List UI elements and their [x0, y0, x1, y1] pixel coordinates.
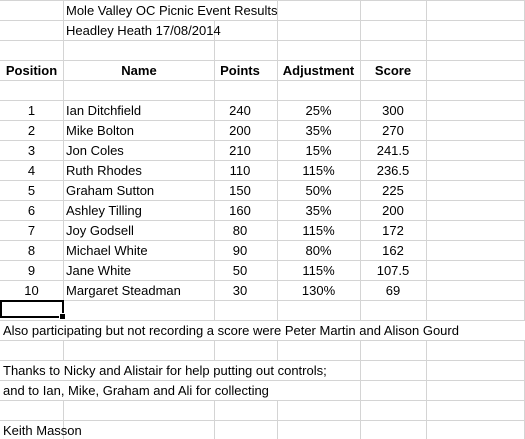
cell-name[interactable]: Michael White: [66, 243, 148, 258]
row-gridline: [0, 260, 525, 261]
row-gridline: [0, 420, 525, 421]
cell-score[interactable]: 200: [382, 203, 404, 218]
cell-position[interactable]: 9: [27, 263, 36, 278]
cell-points[interactable]: 30: [232, 283, 248, 298]
cell-position[interactable]: 2: [27, 123, 36, 138]
cell-position[interactable]: 1: [27, 103, 36, 118]
header-points[interactable]: Points: [220, 63, 260, 78]
cell-points[interactable]: 150: [229, 183, 251, 198]
column-gridline: [63, 0, 64, 439]
title-bg: [64, 1, 276, 20]
column-gridline: [360, 0, 361, 439]
row-gridline: [0, 300, 525, 301]
cell-position[interactable]: 5: [27, 183, 36, 198]
cell-adjustment[interactable]: 25%: [305, 103, 332, 118]
cell-score[interactable]: 162: [382, 243, 404, 258]
cell-points[interactable]: 210: [229, 143, 251, 158]
note-bg: [0, 321, 525, 340]
row-gridline: [0, 200, 525, 201]
column-gridline: [277, 0, 278, 439]
cell-score[interactable]: 270: [382, 123, 404, 138]
cell-adjustment[interactable]: 15%: [305, 143, 332, 158]
row-gridline: [0, 100, 525, 101]
thanks1-bg: [0, 361, 360, 380]
cell-position[interactable]: 10: [24, 283, 39, 298]
cell-score[interactable]: 300: [382, 103, 404, 118]
header-adjustment[interactable]: Adjustment: [282, 63, 355, 78]
row-gridline: [0, 160, 525, 161]
cell-points[interactable]: 160: [229, 203, 251, 218]
row-gridline: [0, 80, 525, 81]
cell-name[interactable]: Ian Ditchfield: [66, 103, 142, 118]
row-gridline: [0, 220, 525, 221]
row-gridline: [0, 180, 525, 181]
cell-position[interactable]: 6: [27, 203, 36, 218]
cell-score[interactable]: 69: [385, 283, 401, 298]
cell-adjustment[interactable]: 115%: [302, 163, 335, 178]
row-gridline: [0, 280, 525, 281]
cell-position[interactable]: 4: [27, 163, 36, 178]
event-subtitle[interactable]: Headley Heath 17/08/2014: [66, 23, 221, 38]
cell-score[interactable]: 172: [382, 223, 404, 238]
subtitle-bg: [64, 21, 214, 40]
cell-adjustment[interactable]: 35%: [305, 123, 332, 138]
cell-points[interactable]: 50: [232, 263, 248, 278]
row-gridline: [0, 360, 525, 361]
cell-adjustment[interactable]: 115%: [302, 263, 335, 278]
cell-position[interactable]: 8: [27, 243, 36, 258]
cell-score[interactable]: 225: [382, 183, 404, 198]
cell-name[interactable]: Ruth Rhodes: [66, 163, 142, 178]
row-gridline: [0, 400, 525, 401]
row-gridline: [0, 380, 525, 381]
cell-name[interactable]: Joy Godsell: [66, 223, 134, 238]
cell-name[interactable]: Ashley Tilling: [66, 203, 142, 218]
row-gridline: [0, 240, 525, 241]
cell-points[interactable]: 200: [229, 123, 251, 138]
cell-points[interactable]: 90: [232, 243, 248, 258]
header-name[interactable]: Name: [121, 63, 157, 78]
cell-adjustment[interactable]: 80%: [305, 243, 332, 258]
cell-position[interactable]: 7: [27, 223, 36, 238]
cell-name[interactable]: Graham Sutton: [66, 183, 155, 198]
participation-note[interactable]: Also participating but not recording a s…: [3, 323, 459, 338]
row-gridline: [0, 20, 525, 21]
row-gridline: [0, 0, 525, 1]
cell-points[interactable]: 110: [229, 163, 251, 178]
cell-score[interactable]: 236.5: [376, 163, 410, 178]
row-gridline: [0, 340, 525, 341]
cell-points[interactable]: 80: [232, 223, 248, 238]
row-gridline: [0, 40, 525, 41]
cell-adjustment[interactable]: 35%: [305, 203, 332, 218]
fill-handle[interactable]: [59, 313, 66, 320]
cell-name[interactable]: Mike Bolton: [66, 123, 134, 138]
cell-score[interactable]: 107.5: [376, 263, 410, 278]
header-position[interactable]: Position: [5, 63, 58, 78]
cell-adjustment[interactable]: 115%: [302, 223, 335, 238]
cell-points[interactable]: 240: [229, 103, 251, 118]
cell-name[interactable]: Margaret Steadman: [66, 283, 181, 298]
active-cell-selection[interactable]: [0, 300, 66, 320]
thanks2-bg: [0, 381, 300, 400]
cell-adjustment[interactable]: 130%: [301, 283, 336, 298]
event-title[interactable]: Mole Valley OC Picnic Event Results: [66, 3, 278, 18]
header-score[interactable]: Score: [374, 63, 412, 78]
row-gridline: [0, 60, 525, 61]
author-name[interactable]: Keith Masson: [3, 423, 82, 438]
cell-position[interactable]: 3: [27, 143, 36, 158]
cell-adjustment[interactable]: 50%: [305, 183, 332, 198]
cell-score[interactable]: 241.5: [376, 143, 410, 158]
column-gridline: [426, 0, 427, 439]
column-gridline: [214, 0, 215, 439]
thanks-note-line2[interactable]: and to Ian, Mike, Graham and Ali for col…: [3, 383, 269, 398]
thanks-note-line1[interactable]: Thanks to Nicky and Alistair for help pu…: [3, 363, 327, 378]
row-gridline: [0, 140, 525, 141]
cell-name[interactable]: Jane White: [66, 263, 132, 278]
row-gridline: [0, 120, 525, 121]
row-gridline: [0, 320, 525, 321]
cell-name[interactable]: Jon Coles: [66, 143, 124, 158]
